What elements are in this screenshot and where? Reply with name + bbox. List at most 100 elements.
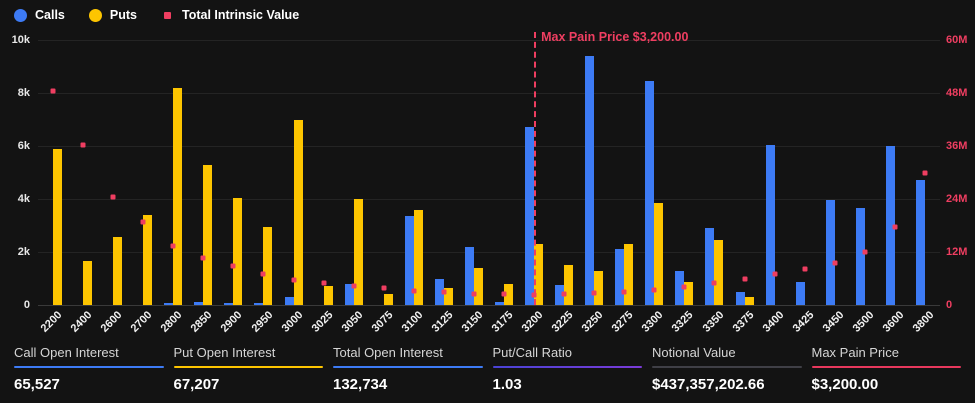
calls-bar-3425[interactable] [795, 282, 805, 305]
puts-bar-3275[interactable] [624, 244, 634, 305]
calls-bar-3275[interactable] [615, 249, 625, 305]
intrinsic-value-dot-3250[interactable] [591, 290, 597, 296]
intrinsic-value-dot-2950[interactable] [260, 271, 266, 277]
stat-label: Max Pain Price [811, 345, 899, 360]
calls-bar-3400[interactable] [765, 144, 775, 305]
intrinsic-value-dot-3075[interactable] [381, 285, 387, 291]
puts-bar-2700[interactable] [143, 214, 153, 305]
strike-group-2400 [68, 40, 98, 305]
puts-bar-3050[interactable] [353, 199, 363, 305]
intrinsic-value-dot-3350[interactable] [711, 280, 717, 286]
intrinsic-legend-square-icon [163, 11, 171, 19]
puts-bar-3200[interactable] [534, 244, 544, 305]
puts-bar-2850[interactable] [203, 164, 213, 305]
calls-bar-3375[interactable] [735, 291, 745, 305]
calls-bar-3450[interactable] [825, 200, 835, 305]
intrinsic-value-dot-3125[interactable] [441, 289, 447, 295]
intrinsic-value-dot-2800[interactable] [170, 243, 176, 249]
strike-group-3800 [910, 40, 940, 305]
calls-bar-3225[interactable] [555, 285, 565, 305]
legend-item-calls[interactable]: Calls [14, 8, 65, 22]
puts-bar-2400[interactable] [83, 261, 93, 305]
puts-bar-2600[interactable] [113, 237, 123, 305]
intrinsic-value-dot-2850[interactable] [200, 255, 206, 261]
puts-bar-2800[interactable] [173, 87, 183, 305]
x-axis-label-3400: 3400 [760, 309, 787, 335]
puts-bar-3075[interactable] [383, 294, 393, 305]
calls-bar-3100[interactable] [404, 216, 414, 305]
calls-bar-3150[interactable] [464, 246, 474, 305]
puts-bar-3225[interactable] [564, 265, 574, 305]
intrinsic-value-dot-3000[interactable] [291, 277, 297, 283]
calls-bar-3500[interactable] [855, 208, 865, 305]
legend-item-puts[interactable]: Puts [88, 8, 137, 22]
intrinsic-value-dot-3100[interactable] [411, 288, 417, 294]
intrinsic-value-dot-2700[interactable] [140, 219, 146, 225]
calls-bar-3175[interactable] [495, 302, 505, 305]
x-axis-label-3125: 3125 [429, 309, 456, 335]
calls-legend-dot-icon [14, 8, 27, 22]
right-axis-tick: 0 [946, 299, 953, 311]
x-axis-label-3200: 3200 [519, 309, 546, 335]
stat-accent-underline [14, 366, 164, 368]
intrinsic-value-dot-3275[interactable] [621, 289, 627, 295]
puts-bar-3250[interactable] [594, 270, 604, 305]
calls-bar-3800[interactable] [915, 180, 925, 305]
puts-bar-3375[interactable] [744, 297, 754, 305]
calls-bar-2950[interactable] [254, 302, 264, 305]
intrinsic-value-dot-2200[interactable] [50, 88, 56, 94]
puts-bar-3325[interactable] [684, 282, 694, 305]
stat-accent-underline [173, 366, 323, 368]
left-axis-tick: 4k [17, 193, 30, 205]
calls-bar-3300[interactable] [645, 81, 655, 305]
intrinsic-value-dot-3800[interactable] [922, 170, 928, 176]
calls-bar-2850[interactable] [194, 302, 204, 305]
intrinsic-value-dot-2600[interactable] [110, 194, 116, 200]
intrinsic-value-dot-3175[interactable] [501, 291, 507, 297]
intrinsic-value-dot-3300[interactable] [651, 287, 657, 293]
calls-bar-3050[interactable] [344, 283, 354, 305]
intrinsic-value-dot-3150[interactable] [471, 291, 477, 297]
intrinsic-value-dot-3600[interactable] [892, 224, 898, 230]
puts-bar-3175[interactable] [504, 283, 514, 305]
puts-bar-3000[interactable] [293, 119, 303, 305]
intrinsic-value-dot-3025[interactable] [321, 280, 327, 286]
intrinsic-value-dot-3500[interactable] [862, 249, 868, 255]
calls-bar-3000[interactable] [284, 297, 294, 305]
puts-bar-2950[interactable] [263, 226, 273, 305]
calls-bar-3350[interactable] [705, 228, 715, 305]
x-axis-label-2800: 2800 [158, 309, 185, 335]
strike-group-3425 [790, 40, 820, 305]
calls-bar-2900[interactable] [224, 302, 234, 305]
intrinsic-value-dot-3325[interactable] [681, 284, 687, 290]
intrinsic-value-dot-3375[interactable] [742, 276, 748, 282]
puts-bar-3150[interactable] [473, 267, 483, 305]
calls-bar-3125[interactable] [434, 278, 444, 305]
puts-bar-2200[interactable] [53, 148, 63, 305]
strike-group-3075 [369, 40, 399, 305]
puts-bar-3300[interactable] [654, 202, 664, 305]
calls-bar-3325[interactable] [675, 270, 685, 305]
calls-bar-3250[interactable] [585, 55, 595, 305]
intrinsic-value-dot-2400[interactable] [80, 142, 86, 148]
puts-bar-2900[interactable] [233, 197, 243, 305]
gridline [38, 252, 940, 253]
stat-notional-value: Notional Value $437,357,202.66 [652, 345, 802, 393]
calls-bar-2800[interactable] [164, 303, 174, 305]
intrinsic-value-dot-3425[interactable] [802, 266, 808, 272]
intrinsic-value-dot-2900[interactable] [230, 263, 236, 269]
intrinsic-value-dot-3400[interactable] [772, 271, 778, 277]
intrinsic-value-dot-3225[interactable] [561, 291, 567, 297]
calls-bar-3200[interactable] [525, 127, 535, 305]
puts-bar-3100[interactable] [413, 209, 423, 305]
puts-bar-3025[interactable] [323, 286, 333, 305]
legend-item-total-intrinsic-value[interactable]: Total Intrinsic Value [161, 8, 299, 22]
intrinsic-value-dot-3450[interactable] [832, 260, 838, 266]
calls-bar-3600[interactable] [885, 146, 895, 305]
max-pain-annotation-label: Max Pain Price $3,200.00 [541, 30, 689, 44]
intrinsic-value-dot-3050[interactable] [351, 283, 357, 289]
stat-total-open-interest: Total Open Interest 132,734 [333, 345, 483, 393]
stat-accent-underline [811, 366, 961, 368]
puts-bar-3125[interactable] [443, 287, 453, 305]
puts-bar-3350[interactable] [714, 240, 724, 305]
